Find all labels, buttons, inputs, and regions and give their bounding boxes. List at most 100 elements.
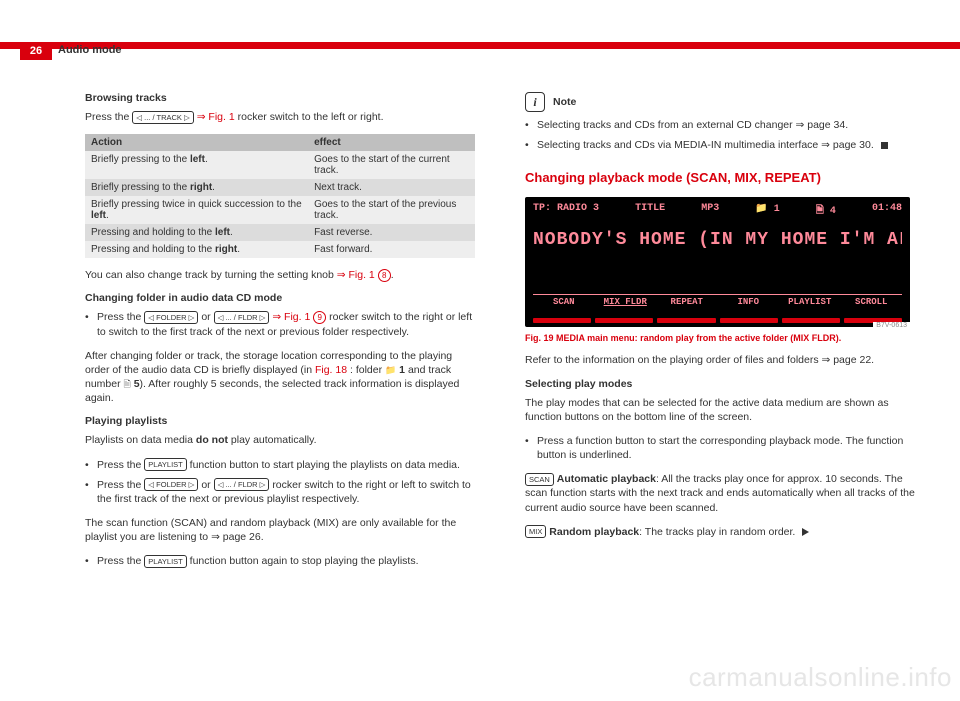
cell-text: Briefly pressing to the [91,154,190,165]
text-bold: Automatic playback [557,473,656,485]
p-mix-mode: MIX Random playback: The tracks play in … [525,525,915,539]
badge-playlist: PLAYLIST [144,458,186,471]
screenshot-label: B7V-0613 [873,322,910,329]
page-number: 26 [20,42,52,60]
cell-text: . [106,210,109,221]
text: or [201,479,213,491]
fig-19-caption: Fig. 19 MEDIA main menu: random play fro… [525,333,915,343]
table-row: Briefly pressing to the right. Next trac… [85,179,475,196]
text: Press the [97,311,144,323]
p-setting-knob: You can also change track by turning the… [85,268,475,282]
table-row: Pressing and holding to the left. Fast r… [85,224,475,241]
text: ). After roughly 5 seconds, the selected… [85,378,459,404]
text: : The tracks play in random order. [639,526,795,538]
fig-link-1[interactable]: ⇒ Fig. 1 [197,111,235,123]
cell-bold: left [91,210,106,221]
cell-text: . [205,154,208,165]
list-item: Selecting tracks and CDs via MEDIA-IN mu… [525,138,915,152]
list-item: Selecting tracks and CDs from an externa… [525,118,915,132]
p-press-track: Press the ◁ ... / TRACK ▷ ⇒ Fig. 1 rocke… [85,110,475,124]
section-end-icon [881,142,888,149]
badge-folder: ◁ FOLDER ▷ [144,311,198,324]
text: Press the [97,479,144,491]
badge-fldr: ◁ ... / FLDR ▷ [214,478,270,491]
info-icon: i [525,92,545,112]
list-item: Press the PLAYLIST function button to st… [85,458,475,472]
folder-icon: 📁 [385,364,396,376]
screenshot-top-row: TP: RADIO 3 TITLE MP3 📁 1 🗎 4 01:48 [533,203,902,220]
cell-bold: right [190,182,212,193]
text: function button to start playing the pla… [190,459,460,471]
cell-effect: Fast forward. [308,241,475,258]
screenshot-underline [533,318,902,323]
cell-text: . [230,227,233,238]
list-item: Press the ◁ FOLDER ▷ or ◁ ... / FLDR ▷ r… [85,478,475,506]
cell-effect: Goes to the start of the current track. [308,151,475,179]
cell-bold: left [215,227,230,238]
list-item: Press the PLAYLIST function button again… [85,554,475,568]
heading-playing-playlists: Playing playlists [85,415,475,427]
action-effect-table: Action effect Briefly pressing to the le… [85,134,475,258]
screenshot-tabs: SCAN MIX FLDR REPEAT INFO PLAYLIST SCROL… [533,294,902,307]
num-1: 1 [399,364,405,376]
scr-title: TITLE [635,203,665,220]
ref-circle-9: 9 [313,311,326,324]
list-item: Press a function button to start the cor… [525,434,915,462]
continue-arrow-icon [802,528,809,536]
heading-selecting-play-modes: Selecting play modes [525,378,915,390]
scr-tab-scroll: SCROLL [841,294,903,307]
scr-tab-info: INFO [718,294,780,307]
scr-tp: TP: RADIO 3 [533,203,599,220]
cell-bold: left [190,154,205,165]
text: function button again to stop playing th… [190,555,419,567]
table-row: Briefly pressing to the left. Goes to th… [85,151,475,179]
radio-screenshot: TP: RADIO 3 TITLE MP3 📁 1 🗎 4 01:48 NOBO… [525,197,910,327]
cell-text: . [212,182,215,193]
text: Press the [85,111,132,123]
list-playlists: Press the PLAYLIST function button to st… [85,458,475,507]
text: You can also change track by turning the… [85,269,337,281]
scr-tab-scan: SCAN [533,294,595,307]
scr-mp3: MP3 [701,203,719,220]
table-row: Pressing and holding to the right. Fast … [85,241,475,258]
text: Press the [97,555,144,567]
section-title-playback-mode: Changing playback mode (SCAN, MIX, REPEA… [525,170,915,185]
badge-track: ◁ ... / TRACK ▷ [132,111,194,124]
p-scan-mode: SCAN Automatic playback: All the tracks … [525,472,915,515]
fig-link-1c[interactable]: ⇒ Fig. 1 [272,311,313,323]
th-action: Action [85,134,308,151]
left-column: Browsing tracks Press the ◁ ... / TRACK … [85,92,475,579]
screenshot-main-text: NOBODY'S HOME (IN MY HOME I'M AL... [533,230,902,250]
text: : folder [350,364,385,376]
text: Press the [97,459,144,471]
p-select: The play modes that can be selected for … [525,396,915,424]
badge-folder: ◁ FOLDER ▷ [144,478,198,491]
text: rocker switch to the left or right. [238,111,384,123]
right-column: i Note Selecting tracks and CDs from an … [525,92,915,579]
scr-tab-repeat: REPEAT [656,294,718,307]
note-list: Selecting tracks and CDs from an externa… [525,118,915,152]
list-item: Press the ◁ FOLDER ▷ or ◁ ... / FLDR ▷ ⇒… [85,310,475,338]
watermark: carmanualsonline.info [689,662,952,693]
fig-link-18[interactable]: Fig. 18 [315,364,347,376]
scr-time: 01:48 [872,203,902,220]
text: or [201,311,213,323]
header-red-bar [0,42,960,49]
text: Selecting tracks and CDs via MEDIA-IN mu… [537,139,874,151]
text: . [391,269,394,281]
fig-link-1b[interactable]: ⇒ Fig. 1 [337,269,378,281]
badge-fldr: ◁ ... / FLDR ▷ [214,311,270,324]
badge-playlist: PLAYLIST [144,555,186,568]
cell-text: . [237,244,240,255]
p-refer: Refer to the information on the playing … [525,353,915,367]
text-bold: Random playback [549,526,639,538]
list-folder: Press the ◁ FOLDER ▷ or ◁ ... / FLDR ▷ ⇒… [85,310,475,338]
badge-mix: MIX [525,525,546,538]
heading-changing-folder: Changing folder in audio data CD mode [85,292,475,304]
cell-text: Briefly pressing to the [91,182,190,193]
text: Playlists on data media [85,434,196,446]
cell-effect: Goes to the start of the previous track. [308,196,475,224]
file-icon: 🗎 [124,378,131,390]
cell-effect: Next track. [308,179,475,196]
th-effect: effect [308,134,475,151]
